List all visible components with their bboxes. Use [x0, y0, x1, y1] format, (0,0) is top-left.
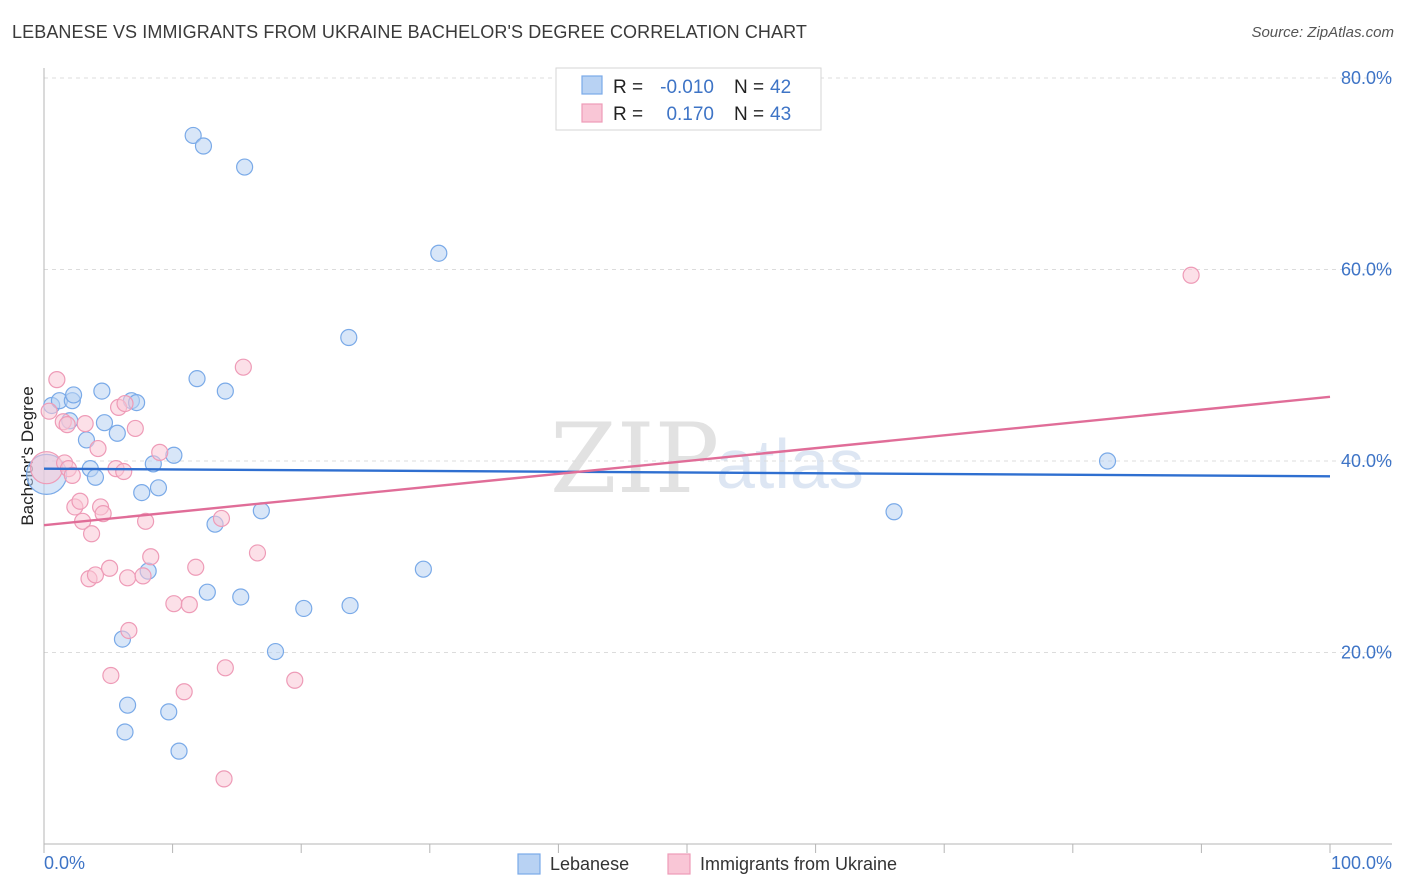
ukraine-point[interactable]	[76, 415, 94, 433]
ukraine-point[interactable]	[1182, 266, 1200, 284]
watermark-zip: ZIP	[550, 403, 719, 515]
ukraine-point[interactable]	[151, 443, 169, 461]
lebanese-point[interactable]	[165, 446, 183, 464]
ukraine-point[interactable]	[63, 466, 81, 484]
ukraine-point[interactable]	[180, 596, 198, 614]
ukraine-point[interactable]	[89, 439, 107, 458]
lebanese-point[interactable]	[266, 642, 285, 661]
ukraine-point[interactable]	[216, 659, 234, 677]
ukraine-point[interactable]	[126, 419, 144, 438]
stats-r-label-ukraine: R =	[613, 104, 643, 125]
y-tick-label-20: 20.0%	[1341, 643, 1392, 663]
watermark-atlas: atlas	[716, 425, 864, 503]
lebanese-point[interactable]	[133, 483, 151, 502]
stats-swatch-lebanese	[581, 75, 603, 95]
ukraine-trend-line	[43, 395, 1331, 527]
lebanese-point[interactable]	[295, 599, 313, 618]
y-tick-label-60: 60.0%	[1341, 260, 1392, 280]
trend-lines	[43, 395, 1331, 527]
y-axis-label: Bachelor's Degree	[18, 386, 37, 525]
stats-r-value-ukraine: 0.170	[666, 104, 714, 125]
stats-r-value-lebanese: -0.010	[660, 77, 714, 98]
ukraine-point[interactable]	[71, 492, 89, 510]
legend-label-ukraine[interactable]: Immigrants from Ukraine	[700, 854, 897, 874]
ukraine-point[interactable]	[286, 671, 304, 689]
ukraine-point[interactable]	[48, 371, 66, 389]
ukraine-point[interactable]	[82, 525, 101, 543]
ukraine-point[interactable]	[58, 416, 76, 434]
stats-n-value-lebanese: 42	[770, 77, 791, 98]
lebanese-point[interactable]	[170, 742, 188, 760]
ukraine-point[interactable]	[212, 509, 231, 528]
ukraine-point[interactable]	[134, 567, 152, 585]
ukraine-point[interactable]	[120, 621, 138, 640]
lebanese-point[interactable]	[340, 328, 358, 347]
legend: Lebanese Immigrants from Ukraine	[517, 853, 897, 875]
ukraine-point[interactable]	[115, 462, 133, 481]
ukraine-point[interactable]	[165, 595, 183, 613]
lebanese-point[interactable]	[108, 424, 126, 442]
lebanese-point[interactable]	[95, 414, 114, 432]
lebanese-point[interactable]	[430, 244, 448, 262]
ukraine-point[interactable]	[102, 666, 120, 685]
ukraine-point[interactable]	[118, 569, 137, 587]
lebanese-point[interactable]	[414, 560, 432, 578]
ukraine-point[interactable]	[142, 548, 160, 566]
lebanese-point[interactable]	[116, 723, 134, 741]
stats-n-value-ukraine: 43	[770, 104, 791, 125]
stats-n-label-lebanese: N =	[734, 77, 764, 98]
lebanese-point[interactable]	[1098, 452, 1117, 470]
lebanese-trend-line	[43, 467, 1331, 478]
legend-swatch-lebanese[interactable]	[517, 853, 541, 875]
ukraine-point[interactable]	[175, 683, 193, 701]
lebanese-point[interactable]	[188, 370, 206, 388]
chart-title: LEBANESE VS IMMIGRANTS FROM UKRAINE BACH…	[12, 22, 808, 42]
legend-swatch-ukraine[interactable]	[667, 853, 691, 875]
stats-n-label-ukraine: N =	[734, 104, 764, 125]
x-tick-label-min: 0.0%	[44, 853, 85, 873]
x-tick-marks	[43, 844, 1331, 853]
ukraine-point[interactable]	[40, 402, 58, 420]
ukraine-point[interactable]	[234, 358, 252, 376]
stats-swatch-ukraine	[581, 103, 603, 123]
chart-source: Source: ZipAtlas.com	[1251, 24, 1394, 41]
x-tick-label-max: 100.0%	[1331, 853, 1392, 873]
stats-r-label-lebanese: R =	[613, 77, 643, 98]
y-tick-label-80: 80.0%	[1341, 68, 1392, 88]
lebanese-point[interactable]	[184, 126, 202, 145]
y-tick-label-40: 40.0%	[1341, 451, 1392, 471]
lebanese-point[interactable]	[885, 503, 903, 521]
lebanese-point[interactable]	[93, 382, 111, 400]
lebanese-point[interactable]	[160, 703, 178, 721]
lebanese-point[interactable]	[64, 386, 83, 404]
stats-box: R = -0.010 N = 42 R = 0.170 N = 43	[555, 67, 822, 131]
lebanese-point[interactable]	[232, 588, 250, 606]
lebanese-point[interactable]	[194, 137, 213, 155]
ukraine-point[interactable]	[215, 770, 233, 788]
lebanese-point[interactable]	[118, 696, 137, 714]
lebanese-point[interactable]	[236, 158, 254, 176]
lebanese-point[interactable]	[216, 382, 234, 400]
legend-label-lebanese[interactable]: Lebanese	[550, 854, 629, 874]
ukraine-point[interactable]	[136, 512, 155, 530]
ukraine-point[interactable]	[100, 559, 119, 577]
lebanese-point[interactable]	[86, 468, 105, 486]
ukraine-point[interactable]	[187, 558, 205, 576]
y-tick-labels: 20.0% 40.0% 60.0% 80.0%	[1341, 68, 1392, 663]
lebanese-point[interactable]	[341, 596, 359, 615]
ukraine-point[interactable]	[248, 544, 267, 562]
lebanese-point[interactable]	[149, 479, 168, 497]
ukraine-point[interactable]	[116, 394, 134, 413]
ukraine-point[interactable]	[86, 566, 105, 584]
lebanese-point[interactable]	[198, 583, 216, 601]
